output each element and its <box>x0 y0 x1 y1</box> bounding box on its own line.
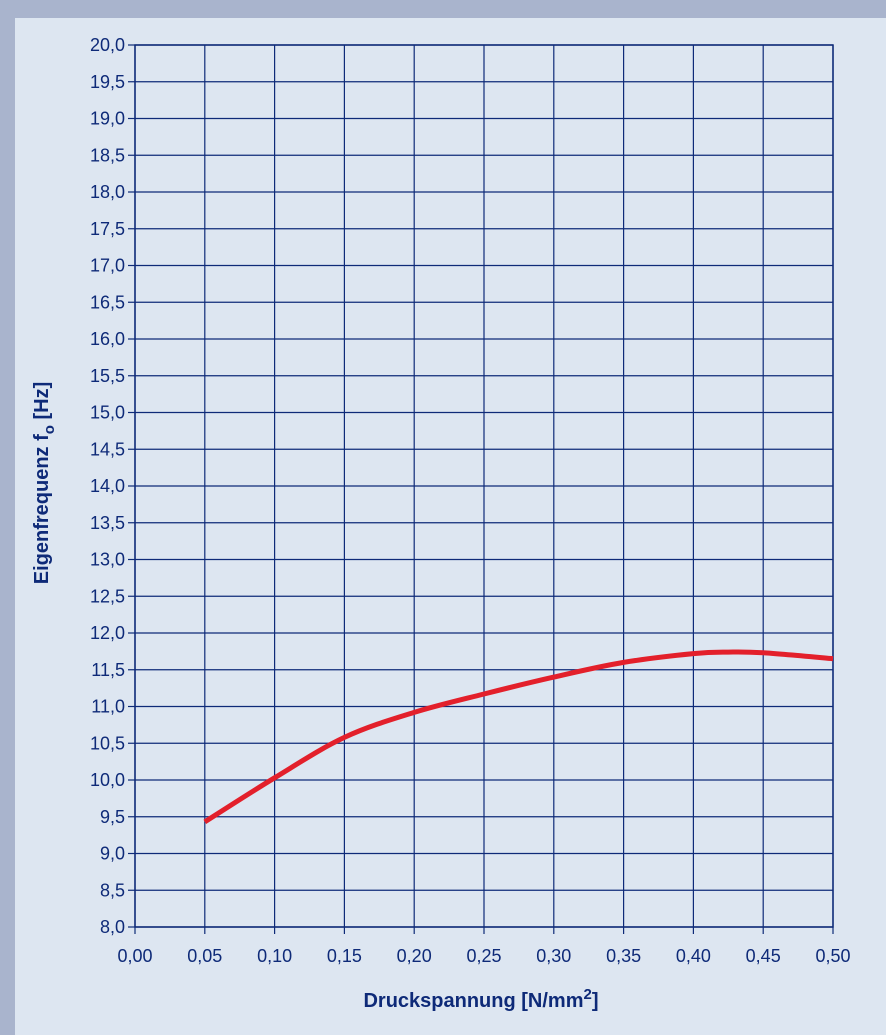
data-point <box>272 775 277 780</box>
y-tick-label: 15,0 <box>90 403 125 423</box>
chart-panel: 8,0 8,5 9,0 9,5 10,0 10,5 11,0 11,5 12,0 12,5 13,0… <box>15 18 886 1035</box>
series-layer <box>202 649 836 825</box>
y-tick-label: 16,0 <box>90 329 125 349</box>
plot-frame <box>134 44 834 928</box>
data-point <box>726 650 731 655</box>
x-tick-label: 0,30 <box>536 946 571 966</box>
y-tick-label: 13,5 <box>90 513 125 533</box>
x-tick-label: 0,45 <box>746 946 781 966</box>
y-tick-label: 8,5 <box>100 880 125 900</box>
y-tick-label: 12,0 <box>90 623 125 643</box>
y-tick-label: 14,5 <box>90 439 125 459</box>
y-tick-label: 8,0 <box>100 917 125 937</box>
data-point <box>342 735 347 740</box>
y-tick-label: 19,5 <box>90 72 125 92</box>
x-axis-title-superscript: 2 <box>584 986 592 1003</box>
y-tick-label: 11,5 <box>91 660 125 680</box>
y-tick-label: 17,0 <box>90 256 125 276</box>
data-point <box>691 651 696 656</box>
x-tick-label: 0,40 <box>676 946 711 966</box>
data-point <box>202 819 207 824</box>
x-tick-label: 0,00 <box>117 946 152 966</box>
y-tick-label: 16,5 <box>90 292 125 312</box>
x-axis-title-main: Druckspannung [N/mm <box>363 990 583 1012</box>
x-tick-label: 0,25 <box>466 946 501 966</box>
data-point <box>551 675 556 680</box>
y-tick-label: 12,5 <box>90 586 125 606</box>
data-point <box>761 650 766 655</box>
x-tick-label: 0,10 <box>257 946 292 966</box>
y-axis-title-subscript: o <box>41 425 58 434</box>
y-axis-title: Eigenfrequenz fo [Hz] <box>31 382 58 585</box>
x-tick-label: 0,05 <box>187 946 222 966</box>
y-tick-label: 18,0 <box>90 182 125 202</box>
y-tick-label: 11,0 <box>91 697 125 717</box>
y-tick-label: 15,5 <box>90 366 125 386</box>
x-tick-label: 0,50 <box>815 946 850 966</box>
line-chart: 8,0 8,5 9,0 9,5 10,0 10,5 11,0 11,5 12,0 12,5 13,0… <box>31 35 851 1012</box>
data-point <box>621 660 626 665</box>
x-axis-title-tail: ] <box>592 990 599 1012</box>
data-point <box>831 656 836 661</box>
grid-lines <box>128 44 834 934</box>
x-tick-label: 0,20 <box>397 946 432 966</box>
y-axis-title-tail: [Hz] <box>31 382 53 425</box>
y-tick-label: 9,5 <box>100 807 125 827</box>
y-tick-label: 10,0 <box>90 770 125 790</box>
y-tick-label: 9,0 <box>100 844 125 864</box>
series-line <box>203 649 834 825</box>
x-axis-title: Druckspannung [N/mm2] <box>363 986 598 1012</box>
y-tick-label: 19,0 <box>90 109 125 129</box>
tick-labels: 8,0 8,5 9,0 9,5 10,0 10,5 11,0 11,5 12,0 12,5 13,0… <box>90 35 851 966</box>
x-tick-label: 0,15 <box>327 946 362 966</box>
data-point <box>412 710 417 715</box>
x-tick-label: 0,35 <box>606 946 641 966</box>
y-tick-label: 14,0 <box>90 476 125 496</box>
y-tick-label: 13,0 <box>90 550 125 570</box>
y-tick-label: 18,5 <box>90 145 125 165</box>
y-tick-label: 17,5 <box>90 219 125 239</box>
y-axis-title-main: Eigenfrequenz f <box>31 434 53 584</box>
data-point <box>482 692 487 697</box>
y-tick-label: 10,5 <box>90 733 125 753</box>
y-tick-label: 20,0 <box>90 35 125 55</box>
